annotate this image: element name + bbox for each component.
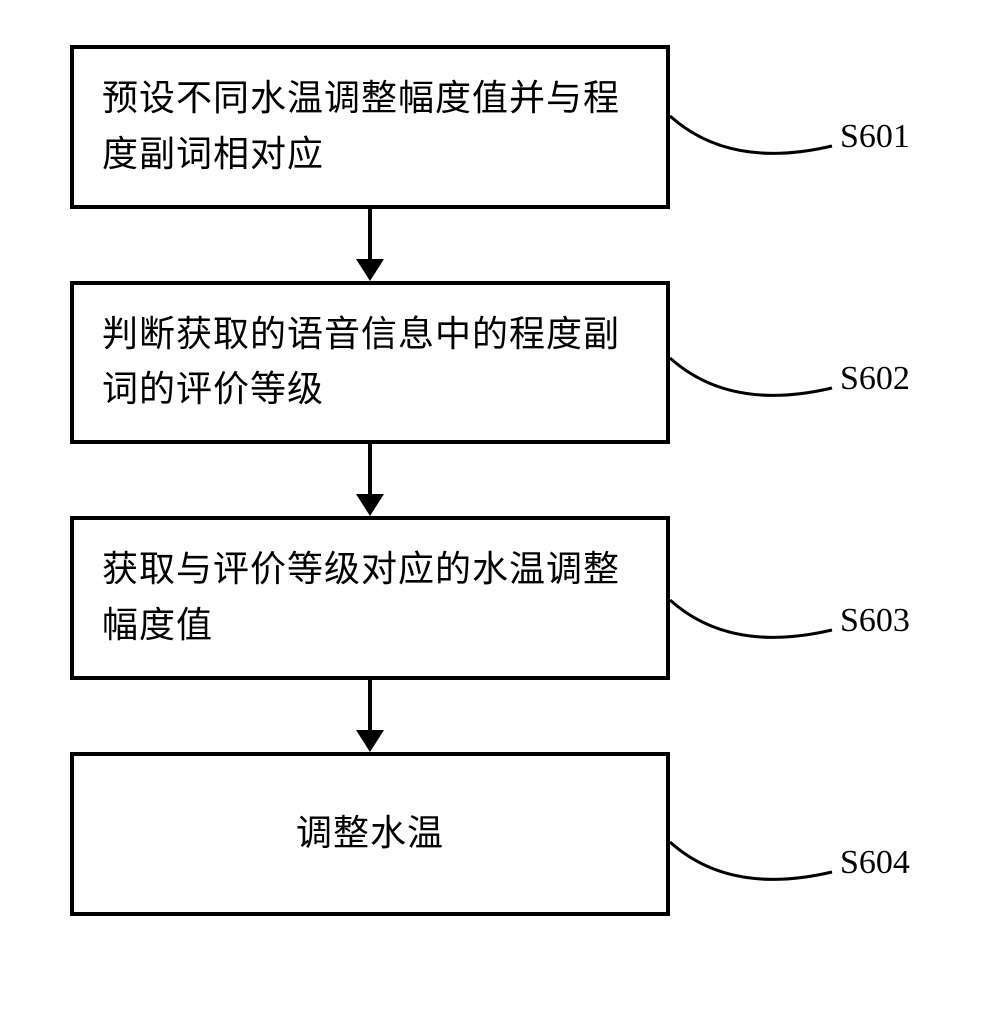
arrow-line-icon: [368, 209, 372, 265]
arrow-head-icon: [356, 730, 384, 752]
step-text: 预设不同水温调整幅度值并与程度副词相对应: [102, 71, 638, 183]
flowchart-container: 预设不同水温调整幅度值并与程度副词相对应 判断获取的语音信息中的程度副词的评价等…: [70, 45, 920, 916]
step-box-s603: 获取与评价等级对应的水温调整幅度值: [70, 516, 670, 680]
step-label-s602: S602: [840, 360, 910, 398]
arrow-head-icon: [356, 494, 384, 516]
step-box-s601: 预设不同水温调整幅度值并与程度副词相对应: [70, 45, 670, 209]
arrow-line-icon: [368, 680, 372, 736]
arrow-line-icon: [368, 444, 372, 500]
step-text: 判断获取的语音信息中的程度副词的评价等级: [102, 307, 638, 419]
arrow-s603-s604: [70, 680, 670, 752]
arrow-s601-s602: [70, 209, 670, 281]
step-text: 调整水温: [102, 806, 638, 862]
step-label-s601: S601: [840, 118, 910, 156]
arrow-head-icon: [356, 259, 384, 281]
step-box-s604: 调整水温: [70, 752, 670, 916]
step-label-s604: S604: [840, 844, 910, 882]
step-label-s603: S603: [840, 602, 910, 640]
step-box-s602: 判断获取的语音信息中的程度副词的评价等级: [70, 281, 670, 445]
step-text: 获取与评价等级对应的水温调整幅度值: [102, 542, 638, 654]
arrow-s602-s603: [70, 444, 670, 516]
